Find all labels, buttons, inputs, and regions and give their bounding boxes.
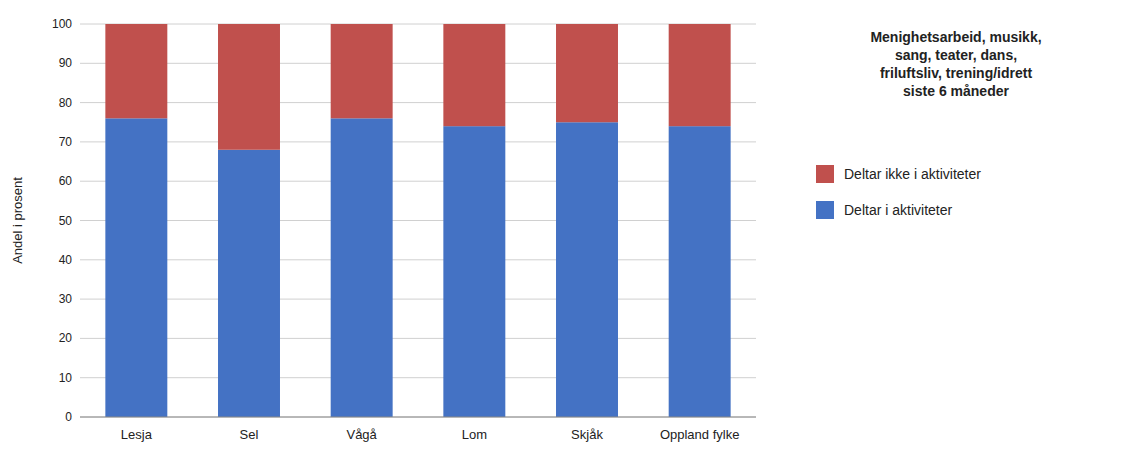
legend-title: Menighetsarbeid, musikk, bbox=[870, 29, 1041, 45]
bar-segment bbox=[443, 24, 505, 126]
y-tick-label: 70 bbox=[59, 135, 73, 149]
chart: 0 10 20 30 40 50 60 70 80 90 100 Andel i prosent Les… bbox=[0, 0, 1136, 467]
bar-segment bbox=[556, 122, 618, 417]
bar-segment bbox=[218, 150, 280, 417]
y-tick-label: 60 bbox=[59, 174, 73, 188]
y-tick-label: 50 bbox=[59, 214, 73, 228]
chart-container: 0 10 20 30 40 50 60 70 80 90 100 Andel i prosent Les… bbox=[0, 0, 1136, 467]
legend-title: siste 6 måneder bbox=[903, 83, 1009, 99]
y-tick-label: 10 bbox=[59, 371, 73, 385]
y-tick-label: 80 bbox=[59, 96, 73, 110]
x-tick-label: Vågå bbox=[346, 427, 377, 442]
x-tick-label: Lesja bbox=[121, 427, 153, 442]
bar-segment bbox=[105, 118, 167, 417]
bar-segment bbox=[443, 126, 505, 417]
grid-line bbox=[80, 63, 756, 64]
y-tick-label: 40 bbox=[59, 253, 73, 267]
grid-line bbox=[80, 220, 756, 221]
x-tick-label: Sel bbox=[240, 427, 259, 442]
grid-line bbox=[80, 417, 756, 418]
x-axis-line bbox=[80, 417, 756, 418]
bar-segment bbox=[218, 24, 280, 150]
bars bbox=[105, 24, 730, 417]
y-tick-label: 100 bbox=[52, 17, 72, 31]
bar-segment bbox=[331, 118, 393, 417]
x-tick-label: Skjåk bbox=[571, 427, 603, 442]
y-tick-label: 30 bbox=[59, 292, 73, 306]
x-tick-label: Oppland fylke bbox=[660, 427, 740, 442]
bar-segment bbox=[669, 24, 731, 126]
bar-segment bbox=[105, 24, 167, 118]
legend-label: Deltar i aktiviteter bbox=[844, 202, 952, 218]
bar-segment bbox=[669, 126, 731, 417]
grid-line bbox=[80, 24, 756, 25]
legend: Menighetsarbeid, musikk, sang, teater, da… bbox=[816, 29, 1042, 219]
grid-line bbox=[80, 259, 756, 260]
bar-segment bbox=[556, 24, 618, 122]
bar-segment bbox=[331, 24, 393, 118]
x-tick-label: Lom bbox=[462, 427, 487, 442]
grid-line bbox=[80, 102, 756, 103]
legend-swatch bbox=[816, 201, 834, 219]
legend-title: friluftsliv, trening/idrett bbox=[880, 65, 1033, 81]
grid-line bbox=[80, 299, 756, 300]
grid-line bbox=[80, 141, 756, 142]
legend-title: sang, teater, dans, bbox=[895, 47, 1017, 63]
y-tick-label: 90 bbox=[59, 56, 73, 70]
y-axis-label: Andel i prosent bbox=[10, 177, 25, 264]
legend-swatch bbox=[816, 165, 834, 183]
grid-line bbox=[80, 181, 756, 182]
grid-line bbox=[80, 338, 756, 339]
legend-label: Deltar ikke i aktiviteter bbox=[844, 166, 981, 182]
y-tick-label: 20 bbox=[59, 331, 73, 345]
grid bbox=[80, 24, 756, 417]
y-tick-label: 0 bbox=[65, 410, 72, 424]
grid-line bbox=[80, 377, 756, 378]
